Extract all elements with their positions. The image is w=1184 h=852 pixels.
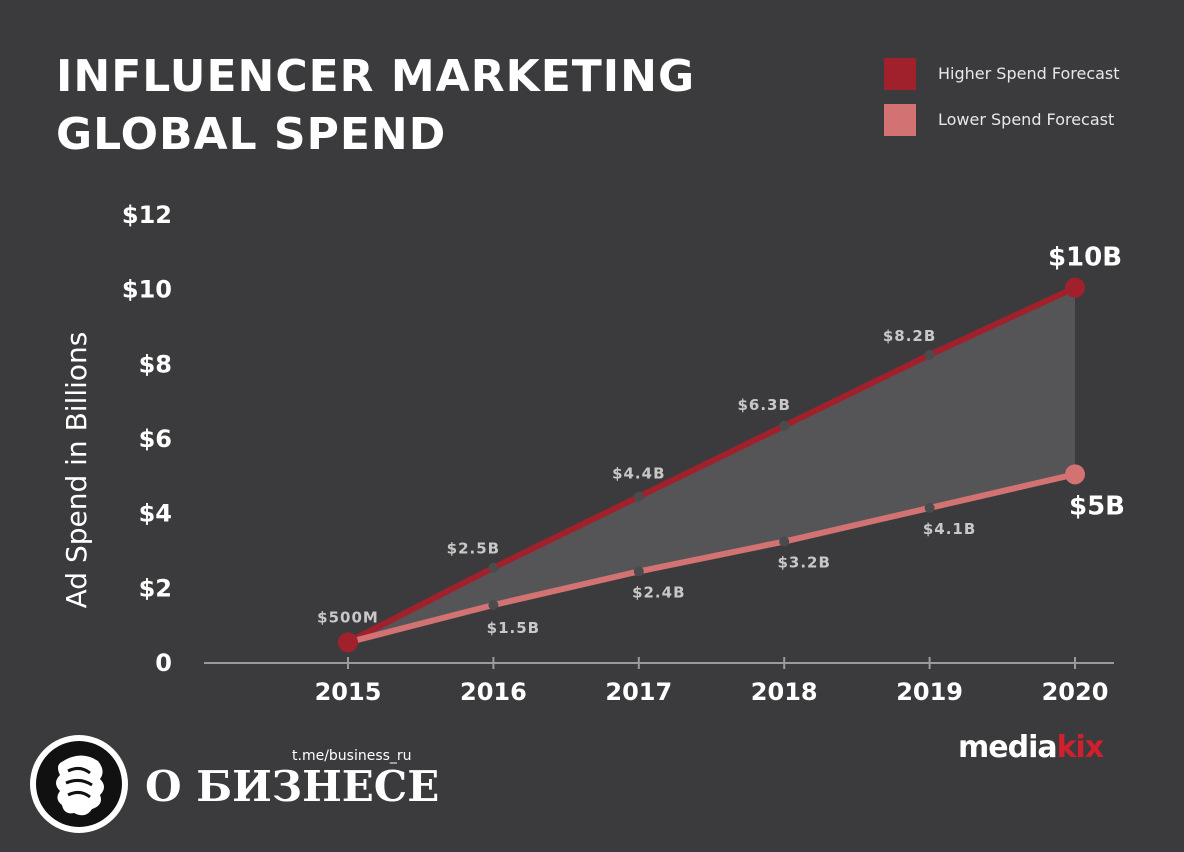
x-tick-label: 2016 xyxy=(460,678,527,706)
data-point xyxy=(633,566,644,577)
data-label-higher: $4.4B xyxy=(612,465,665,483)
watermark-url: t.me/business_ru xyxy=(292,748,412,764)
series-line-lower xyxy=(347,471,1076,646)
data-label-lower: $5B xyxy=(1069,491,1125,521)
data-label-lower: $2.4B xyxy=(632,583,685,601)
brand-part1: media xyxy=(958,730,1058,765)
brand-part2: kix xyxy=(1056,730,1105,765)
x-tick-label: 2018 xyxy=(751,678,818,706)
mediakix-logo: mediakix xyxy=(958,730,1105,765)
data-point xyxy=(924,502,935,513)
x-tick-label: 2020 xyxy=(1042,678,1109,706)
y-tick-label: 0 xyxy=(155,649,172,677)
data-label-higher: $500M xyxy=(317,608,379,626)
legend-swatch-higher xyxy=(884,58,916,90)
x-tick-label: 2019 xyxy=(896,678,963,706)
data-point xyxy=(488,562,499,573)
watermark-name: О БИЗНЕСЕ xyxy=(145,762,440,811)
data-label-lower: $1.5B xyxy=(487,619,540,637)
lion-logo-icon xyxy=(30,735,128,833)
data-point xyxy=(1065,464,1085,485)
data-point xyxy=(779,420,790,431)
data-label-lower: $3.2B xyxy=(777,554,830,572)
y-tick-label: $4 xyxy=(139,500,172,528)
data-point xyxy=(1065,277,1085,298)
legend-label-higher: Higher Spend Forecast xyxy=(938,64,1120,83)
data-label-higher: $8.2B xyxy=(883,327,936,345)
data-label-lower: $4.1B xyxy=(923,520,976,538)
x-tick-label: 2017 xyxy=(605,678,672,706)
y-tick-label: $2 xyxy=(139,574,172,602)
area-between-series xyxy=(348,287,1075,643)
chart-title-line-2: GLOBAL SPEND xyxy=(56,109,447,160)
y-tick-label: $12 xyxy=(122,201,172,229)
data-label-higher: $2.5B xyxy=(447,540,500,558)
legend-swatch-lower xyxy=(884,104,916,136)
legend-label-lower: Lower Spend Forecast xyxy=(938,110,1115,129)
y-tick-label: $6 xyxy=(139,425,172,453)
y-tick-label: $8 xyxy=(139,350,172,378)
data-point xyxy=(924,349,935,360)
x-tick-label: 2015 xyxy=(315,678,382,706)
data-point xyxy=(779,536,790,547)
data-label-higher: $10B xyxy=(1048,243,1122,273)
y-axis-label: Ad Spend in Billions xyxy=(60,332,93,609)
y-tick-label: $10 xyxy=(122,276,172,304)
data-point xyxy=(488,600,499,610)
series-line-higher xyxy=(346,284,1077,646)
data-point xyxy=(338,632,358,653)
chart-title-line-1: INFLUENCER MARKETING xyxy=(56,51,696,102)
data-label-higher: $6.3B xyxy=(737,396,790,414)
chart-title: INFLUENCER MARKETING GLOBAL SPEND xyxy=(56,48,695,164)
data-point xyxy=(633,491,644,502)
